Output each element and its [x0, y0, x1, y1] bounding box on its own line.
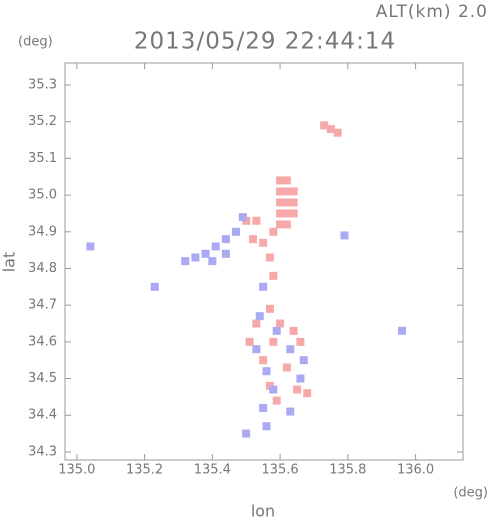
- echo-cell: [282, 198, 291, 207]
- echo-cell: [276, 319, 285, 328]
- echo-cell: [272, 396, 281, 405]
- echo-cell: [259, 282, 268, 291]
- echo-cell: [276, 187, 285, 196]
- echo-cell: [282, 363, 291, 372]
- echo-cell: [272, 326, 281, 335]
- x-tick-label: 136.0: [397, 463, 434, 478]
- echo-cell: [269, 271, 278, 280]
- echo-cell: [296, 374, 305, 383]
- echo-cell: [191, 253, 200, 262]
- echo-cell: [289, 326, 298, 335]
- y-tick-label: 35.3: [28, 78, 57, 93]
- echo-cell: [276, 220, 285, 229]
- echo-cell: [252, 319, 261, 328]
- y-tick-label: 34.3: [28, 444, 57, 459]
- y-unit: (deg): [18, 35, 53, 50]
- echo-cell: [282, 209, 291, 218]
- echo-cell: [221, 235, 230, 244]
- echo-cell: [276, 209, 285, 218]
- echo-cell: [242, 429, 251, 438]
- echo-cell: [248, 235, 257, 244]
- echo-cell: [276, 198, 285, 207]
- echo-cell: [289, 209, 298, 218]
- echo-cell: [86, 242, 95, 251]
- y-tick-label: 34.9: [28, 224, 57, 239]
- x-tick-label: 135.4: [194, 463, 231, 478]
- echo-cell: [293, 385, 302, 394]
- echo-cell: [262, 367, 271, 376]
- echo-cell: [269, 227, 278, 236]
- echo-cell: [269, 337, 278, 346]
- echo-cell: [282, 187, 291, 196]
- echo-cell: [286, 407, 295, 416]
- echo-cell: [265, 304, 274, 313]
- echo-cell: [286, 345, 295, 354]
- echo-cell: [252, 216, 261, 225]
- x-tick-label: 135.6: [261, 463, 298, 478]
- echo-cell: [150, 282, 159, 291]
- x-tick-label: 135.0: [58, 463, 95, 478]
- echo-cell: [282, 220, 291, 229]
- x-unit: (deg): [453, 486, 488, 501]
- y-tick-label: 34.8: [28, 261, 57, 276]
- y-tick-label: 34.5: [28, 371, 57, 386]
- echo-cell: [269, 385, 278, 394]
- echo-cell: [326, 125, 335, 134]
- x-tick-label: 135.8: [329, 463, 366, 478]
- echo-cell: [262, 422, 271, 431]
- echo-cell: [289, 198, 298, 207]
- echo-cell: [299, 356, 308, 365]
- echo-cell: [289, 187, 298, 196]
- y-tick-label: 34.4: [28, 408, 57, 423]
- echo-cell: [232, 227, 241, 236]
- echo-cell: [252, 345, 261, 354]
- y-tick-label: 35.1: [28, 151, 57, 166]
- echo-cell: [340, 231, 349, 240]
- echo-cell: [259, 238, 268, 247]
- x-axis-label: lon: [251, 502, 275, 521]
- echo-cell: [245, 337, 254, 346]
- echo-cell: [201, 249, 210, 258]
- echo-cell: [255, 312, 264, 321]
- y-tick-label: 35.2: [28, 114, 57, 129]
- echo-cell: [303, 389, 312, 398]
- y-tick-label: 35.0: [28, 188, 57, 203]
- echo-cell: [259, 403, 268, 412]
- y-axis-label: lat: [0, 252, 19, 273]
- echo-cell: [265, 253, 274, 262]
- plot-frame: [64, 62, 464, 461]
- echo-cell: [221, 249, 230, 258]
- echo-cell: [211, 242, 220, 251]
- echo-cell: [259, 356, 268, 365]
- echo-cell: [276, 176, 285, 185]
- echo-cell: [398, 326, 407, 335]
- echo-cell: [333, 128, 342, 137]
- echo-cell: [238, 213, 247, 222]
- echo-cell: [282, 176, 291, 185]
- x-tick-label: 135.2: [126, 463, 163, 478]
- echo-cell: [320, 121, 329, 130]
- echo-cell: [208, 257, 217, 266]
- y-tick-label: 34.7: [28, 298, 57, 313]
- y-tick-label: 34.6: [28, 334, 57, 349]
- echo-cell: [296, 337, 305, 346]
- altitude-label: ALT(km) 2.0: [376, 2, 488, 22]
- chart-title: 2013/05/29 22:44:14: [134, 29, 396, 55]
- echo-cell: [181, 257, 190, 266]
